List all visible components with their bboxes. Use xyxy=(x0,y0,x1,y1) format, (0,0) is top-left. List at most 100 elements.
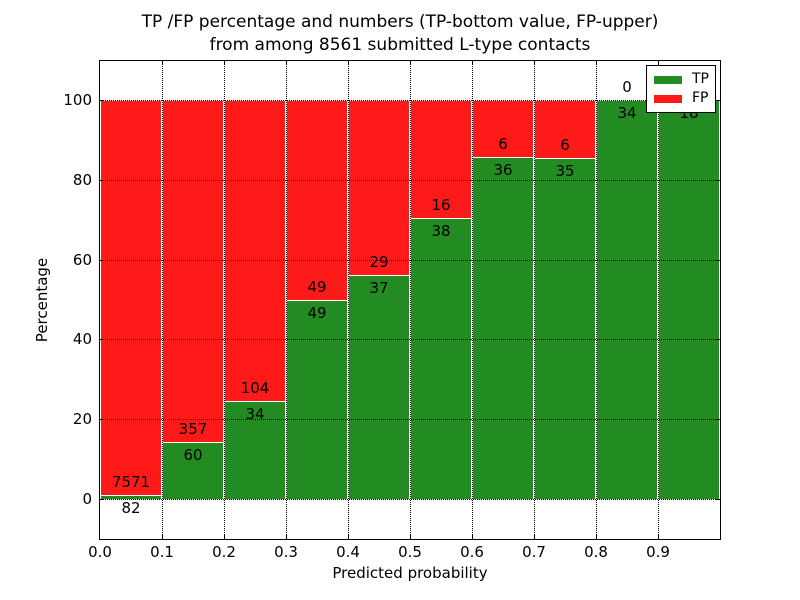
bar-label-fp: 104 xyxy=(240,378,270,397)
bar-segment-tp xyxy=(534,158,596,499)
bar-label-tp: 49 xyxy=(307,303,327,322)
bar-label-tp: 36 xyxy=(493,161,513,180)
chart-title-line2: from among 8561 submitted L-type contact… xyxy=(209,35,591,55)
tick-mark-x xyxy=(596,61,597,65)
tick-mark-x xyxy=(472,535,473,539)
tick-mark-y xyxy=(100,179,104,181)
tick-mark-x xyxy=(534,535,535,539)
legend: TP FP xyxy=(646,65,716,113)
tick-mark-x xyxy=(286,535,287,539)
y-tick-label: 60 xyxy=(72,250,92,269)
bar-segment-fp xyxy=(224,100,286,401)
y-tick-label: 100 xyxy=(63,91,92,109)
gridline-vertical xyxy=(534,61,535,539)
x-tick-label: 0.6 xyxy=(460,543,484,561)
plot-area: 7571823576010434494929371638636635034018 xyxy=(99,60,721,540)
bar-segment-tp xyxy=(472,157,534,499)
bar-segment-fp xyxy=(100,100,162,495)
bar-segment-fp xyxy=(162,100,224,442)
tick-mark-x xyxy=(596,535,597,539)
bar-label-tp: 82 xyxy=(121,498,141,517)
x-tick-label: 0.1 xyxy=(150,543,174,561)
gridline-horizontal xyxy=(100,259,720,261)
bar-label-fp: 357 xyxy=(178,419,208,438)
x-axis-label: Predicted probability xyxy=(332,564,488,582)
x-tick-label: 0.3 xyxy=(274,543,298,561)
bar-segment-fp xyxy=(348,100,410,276)
bar-segment-fp xyxy=(286,100,348,300)
bar-label-fp: 6 xyxy=(560,136,570,155)
tick-mark-y xyxy=(100,419,104,421)
y-tick-label: 80 xyxy=(72,170,92,189)
tick-mark-y xyxy=(100,499,104,500)
gridline-horizontal xyxy=(100,419,720,421)
tick-mark-y xyxy=(716,100,720,101)
tick-mark-x xyxy=(658,535,659,539)
legend-item-tp: TP xyxy=(654,71,709,87)
bar-label-tp: 34 xyxy=(617,104,637,122)
x-tick-label: 0.5 xyxy=(398,543,422,561)
tick-mark-y xyxy=(716,259,720,261)
bar-label-fp: 0 xyxy=(622,78,632,96)
tick-mark-y xyxy=(100,339,104,341)
y-tick-label: 20 xyxy=(72,410,92,429)
bar-label-fp: 16 xyxy=(431,196,451,215)
legend-swatch-tp-icon xyxy=(654,75,682,84)
bar-label-tp: 38 xyxy=(431,222,451,241)
gridline-vertical xyxy=(472,61,473,539)
gridline-vertical xyxy=(410,61,411,539)
tick-mark-y xyxy=(716,419,720,421)
bar-segment-tp xyxy=(410,218,472,499)
x-tick-label: 0.0 xyxy=(88,543,112,561)
bar-segment-tp xyxy=(658,100,720,499)
x-tick-label: 0.9 xyxy=(646,543,670,561)
tick-mark-x xyxy=(410,535,411,539)
tick-mark-y xyxy=(716,499,720,500)
tick-mark-y xyxy=(716,339,720,341)
legend-label-tp: TP xyxy=(692,71,709,87)
legend-label-fp: FP xyxy=(692,90,709,106)
bar-label-tp: 60 xyxy=(183,445,203,464)
tick-mark-x xyxy=(162,535,163,539)
gridline-horizontal xyxy=(100,179,720,181)
bar-segment-tp xyxy=(348,275,410,499)
bar-segment-tp xyxy=(100,494,162,499)
x-tick-label: 0.7 xyxy=(522,543,546,561)
gridline-horizontal xyxy=(100,100,720,101)
gridline-vertical xyxy=(348,61,349,539)
y-tick-label: 0 xyxy=(82,490,92,508)
tick-mark-x xyxy=(658,61,659,65)
tick-mark-x xyxy=(286,61,287,65)
tick-mark-x xyxy=(224,61,225,65)
tick-mark-y xyxy=(100,100,104,101)
gridline-vertical xyxy=(286,61,287,539)
tick-mark-x xyxy=(472,61,473,65)
bar-label-fp: 49 xyxy=(307,277,327,296)
y-tick-label: 40 xyxy=(72,330,92,349)
tick-mark-x xyxy=(348,535,349,539)
bar-label-fp: 6 xyxy=(498,135,508,154)
x-tick-label: 0.8 xyxy=(584,543,608,561)
tick-mark-x xyxy=(410,61,411,65)
gridline-vertical xyxy=(596,61,597,539)
chart-title-line1: TP /FP percentage and numbers (TP-bottom… xyxy=(141,12,659,32)
bar-segment-tp xyxy=(286,299,348,499)
y-axis-label: Percentage xyxy=(33,257,51,343)
tick-mark-x xyxy=(348,61,349,65)
legend-swatch-fp-icon xyxy=(654,94,682,103)
gridline-vertical xyxy=(658,61,659,539)
gridline-vertical xyxy=(224,61,225,539)
bar-label-fp: 7571 xyxy=(111,472,151,491)
bar-label-tp: 35 xyxy=(555,162,575,181)
bar-segment-tp xyxy=(596,100,658,499)
bar-label-tp: 34 xyxy=(245,404,265,423)
tick-mark-x xyxy=(224,535,225,539)
chart-title: TP /FP percentage and numbers (TP-bottom… xyxy=(90,11,710,57)
legend-item-fp: FP xyxy=(654,90,709,106)
gridline-horizontal xyxy=(100,339,720,341)
tick-mark-y xyxy=(716,179,720,181)
bar-segment-tp xyxy=(224,400,286,499)
tick-mark-x xyxy=(534,61,535,65)
x-tick-label: 0.2 xyxy=(212,543,236,561)
